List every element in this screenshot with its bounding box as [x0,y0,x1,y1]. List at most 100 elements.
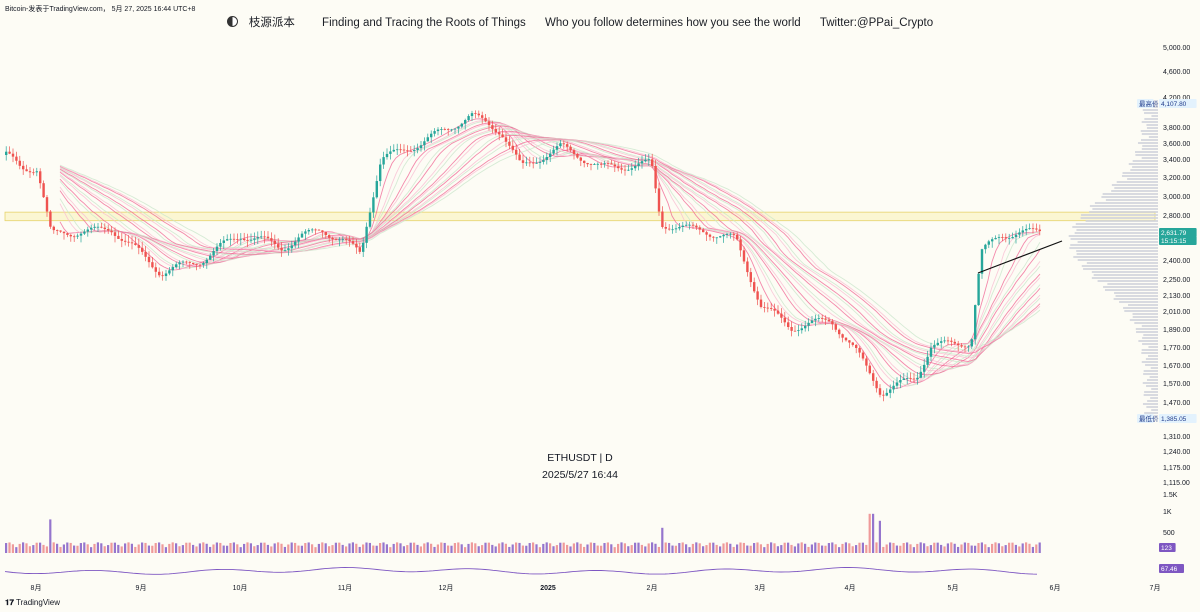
candle-body [1028,228,1031,230]
volume-bar [647,543,650,553]
volume-bar [175,543,178,553]
volume-bar [865,544,868,553]
ma-line [59,125,1041,376]
candle-body [192,262,195,264]
candle-body [433,131,436,134]
volume-bar [555,545,558,553]
candle-body [929,347,933,357]
candle-body [406,150,409,152]
volume-bar [25,543,28,553]
x-tick-label: 6月 [1050,584,1061,592]
y-tick-label: 3,000.00 [1163,194,1190,201]
volume-bar [1021,543,1024,553]
volume-bar [501,542,504,553]
candle-body [283,249,287,251]
candle-body [270,238,273,241]
candle-body [702,229,705,233]
volume-bar [212,544,215,553]
profile-bar [1144,391,1158,393]
volume-bar [810,544,813,553]
volume-bar [572,543,575,553]
candle-body [168,270,171,274]
volume-bar [545,542,548,553]
volume-bar [739,542,742,553]
volume-bar [178,546,181,553]
candle-body [158,271,161,276]
candle-body [239,238,242,240]
candle-body [1018,232,1021,235]
profile-bar [1070,244,1158,246]
candle-body [419,145,423,149]
profile-bar [1136,331,1158,333]
volume-bar [348,543,351,553]
candle-body [780,313,783,318]
candle-body [324,231,327,236]
profile-bar [1130,169,1158,171]
volume-bar [855,545,858,553]
candle-body [474,113,477,114]
volume-bar [481,545,484,553]
volume-bar [963,542,966,553]
profile-bar [1097,280,1158,282]
volume-bar [807,546,810,553]
volume-bar [290,542,293,553]
profile-bar [1132,313,1158,315]
candle-body [691,224,695,226]
volume-bar [729,543,732,553]
profile-bar [1142,382,1158,384]
volume-bar [287,544,290,553]
candle-body [651,159,654,166]
volume-bar [722,543,725,553]
volume-bar [824,545,827,553]
candle-body [409,150,412,152]
candle-body [436,129,440,132]
volume-bar [467,543,470,553]
candle-body [763,306,766,308]
volume-bar [1025,542,1028,553]
candle-body [899,380,902,383]
y-tick-label: 1,570.00 [1163,381,1190,388]
volume-bar [307,542,310,553]
candle-body [328,235,331,238]
candle-body [396,149,399,151]
volume-bar [93,543,96,553]
candle-body [708,234,712,237]
volume-bar [838,547,841,553]
candle-body [872,373,875,381]
volume-bar [977,543,980,553]
candle-body [470,113,474,117]
candle-body [8,151,11,154]
candle-body [141,247,144,252]
candle-body [453,128,457,130]
volume-bar [498,543,501,553]
volume-bar [603,543,606,553]
y-tick-label: 3,400.00 [1163,157,1190,164]
volume-bar [596,545,599,553]
candles [5,110,1063,402]
resistance-zone [4,211,1156,222]
profile-bar [1142,109,1158,111]
candle-body [576,153,579,158]
candle-body [895,382,899,386]
candle-body [783,317,786,323]
candle-body [950,340,953,342]
candle-body [243,238,246,241]
volume-bar [770,542,773,553]
time-axis[interactable]: 8月 9月 10月 11月 12月 2025 2月 3月 4月 5月 6月 7月 [31,584,1161,592]
candle-body [416,148,419,151]
candle-body [263,236,266,238]
candle-body [348,239,351,242]
candle-body [725,233,729,235]
profile-bar [1141,121,1158,123]
volume-bar [627,546,630,553]
volume-bar [90,547,93,553]
x-tick-label: 9月 [136,584,147,592]
volume-bar [154,543,157,553]
candle-body [205,259,208,264]
y-tick-label: 1,890.00 [1163,327,1190,334]
candle-body [331,237,334,240]
profile-bar [1143,334,1158,336]
candle-body [464,120,467,124]
candle-body [188,261,191,263]
